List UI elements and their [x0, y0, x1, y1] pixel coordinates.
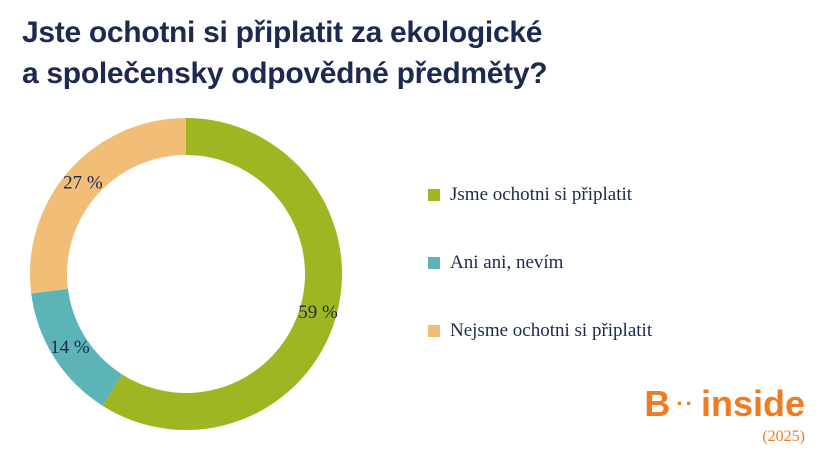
legend-swatch — [428, 189, 440, 201]
slice-neutral — [31, 288, 123, 406]
legend-label: Ani ani, nevím — [450, 252, 564, 273]
slice-willing — [102, 118, 342, 430]
legend-item-neutral: Ani ani, nevím — [428, 246, 652, 280]
data-label: 27 % — [63, 173, 103, 194]
donut-chart: 59 % 14 % 27 % — [29, 117, 342, 430]
legend-swatch — [428, 325, 440, 337]
legend-label: Jsme ochotni si připlatit — [450, 184, 633, 205]
logo-word: inside — [700, 383, 805, 424]
chart-title: Jste ochotni si připlatit za ekologické … — [22, 12, 548, 94]
brand-logo: B ·· inside — [644, 384, 805, 424]
logo-letter: B — [644, 383, 671, 424]
chart-title-line-1: Jste ochotni si připlatit za ekologické — [22, 16, 543, 49]
data-label: 59 % — [298, 302, 338, 323]
legend-label: Nejsme ochotni si připlatit — [450, 320, 653, 341]
chart-title-line-2: a společensky odpovědné předměty? — [22, 57, 548, 90]
legend-item-unwilling: Nejsme ochotni si připlatit — [428, 314, 652, 348]
logo-dots: ·· — [676, 391, 695, 416]
legend-swatch — [428, 257, 440, 269]
legend: Jsme ochotni si připlatit Ani ani, nevím… — [428, 178, 652, 348]
slice-unwilling — [29, 117, 186, 294]
data-label: 14 % — [50, 337, 90, 358]
legend-item-willing: Jsme ochotni si připlatit — [428, 178, 652, 212]
year-label: (2025) — [762, 428, 805, 445]
